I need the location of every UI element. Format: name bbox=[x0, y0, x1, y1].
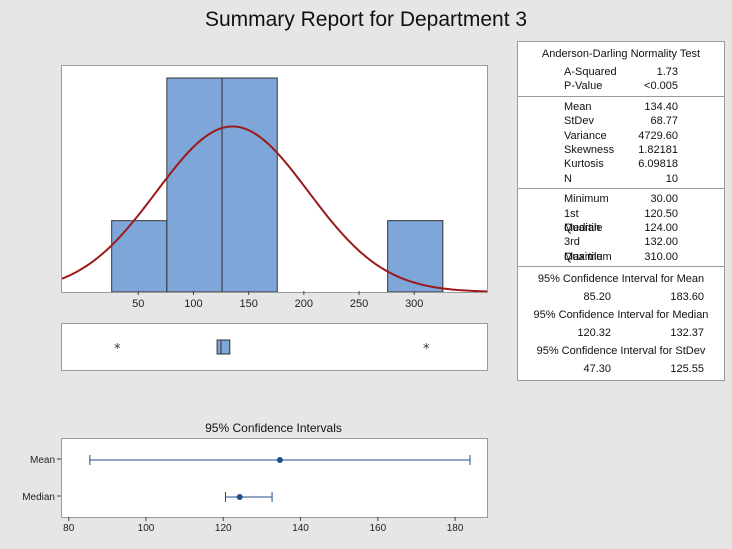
ci-median-title: 95% Confidence Interval for Median bbox=[533, 309, 709, 322]
histogram-x-tick-label: 250 bbox=[350, 298, 368, 310]
ci-x-tick-label: 120 bbox=[215, 523, 232, 534]
ci-category-label: Median bbox=[22, 492, 55, 503]
ci-mean-title: 95% Confidence Interval for Mean bbox=[537, 273, 705, 286]
normality-test-title: Anderson-Darling Normality Test bbox=[541, 48, 701, 60]
stat-row: Minimum 30.00 bbox=[564, 193, 678, 206]
ci-stdev-title: 95% Confidence Interval for StDev bbox=[536, 345, 706, 358]
confidence-intervals-section: 95% Confidence Interval for Mean 85.20 18… bbox=[518, 266, 724, 380]
boxplot-outlier: * bbox=[423, 342, 430, 357]
histogram-x-tick-label: 50 bbox=[132, 298, 144, 310]
stat-row: Kurtosis 6.09818 bbox=[564, 158, 678, 171]
quantiles-section: Minimum 30.00 1st Quartile 120.50 Median 12… bbox=[518, 188, 724, 266]
ci-x-axis: 80 100 120 140 160 180 bbox=[63, 517, 464, 534]
ci-x-tick-label: 160 bbox=[369, 523, 386, 534]
ci-chart-title: 95% Confidence Intervals bbox=[205, 421, 342, 435]
normality-test-section: Anderson-Darling Normality Test A-Square… bbox=[518, 42, 724, 96]
normal-fit-curve bbox=[62, 125, 487, 292]
ci-category-label: Mean bbox=[30, 455, 55, 466]
boxplot-outlier: * bbox=[114, 342, 121, 357]
stat-row: Variance 4729.60 bbox=[564, 129, 678, 142]
stat-row: Maximum 310.00 bbox=[564, 250, 678, 263]
stat-row: Mean 134.40 bbox=[564, 100, 678, 113]
ci-chart-panel bbox=[61, 438, 488, 518]
ci-estimate-point bbox=[276, 457, 283, 463]
stats-table: Anderson-Darling Normality Test A-Square… bbox=[517, 41, 725, 382]
stat-row: Median 124.00 bbox=[564, 221, 678, 234]
boxplot-chart: * * bbox=[114, 339, 430, 357]
boxplot-box bbox=[216, 339, 231, 355]
histogram-bar bbox=[221, 77, 278, 292]
ci-x-tick-label: 100 bbox=[138, 523, 155, 534]
histogram-x-tick-label: 150 bbox=[239, 298, 257, 310]
stat-row: 3rd Quartile 132.00 bbox=[564, 236, 678, 263]
histogram-bar bbox=[111, 220, 168, 292]
boxplot-panel: * * bbox=[61, 323, 488, 371]
histogram-bar bbox=[387, 220, 444, 292]
ci-mean-values: 85.20 183.60 bbox=[583, 291, 704, 304]
report-title: Summary Report for Department 3 bbox=[204, 8, 528, 31]
moments-section: Mean 134.40 StDev 68.77 Variance 4729.60 Sk… bbox=[518, 95, 724, 188]
ci-stdev-values: 47.30 125.55 bbox=[583, 363, 704, 376]
histogram-chart bbox=[62, 77, 487, 292]
stat-row: A-Squared 1.73 bbox=[564, 66, 678, 78]
histogram-x-tick-label: 100 bbox=[184, 298, 202, 310]
stat-row: StDev 68.77 bbox=[564, 115, 678, 128]
ci-estimate-point bbox=[236, 494, 243, 500]
histogram-x-axis: 50 100 150 200 250 300 bbox=[132, 291, 423, 310]
histogram-x-tick-label: 300 bbox=[405, 298, 423, 310]
ci-median-values: 120.32 132.37 bbox=[577, 327, 704, 340]
histogram-bar bbox=[166, 77, 223, 292]
ci-x-tick-label: 80 bbox=[63, 523, 75, 534]
ci-y-axis: Mean Median bbox=[22, 455, 61, 503]
stat-row: 1st Quartile 120.50 bbox=[564, 207, 678, 234]
stat-row: Skewness 1.82181 bbox=[564, 143, 678, 156]
ci-chart bbox=[89, 455, 471, 502]
histogram-panel bbox=[61, 65, 488, 293]
stat-row: P-Value <0.005 bbox=[564, 80, 678, 93]
ci-x-tick-label: 140 bbox=[292, 523, 309, 534]
stat-row: N 10 bbox=[564, 172, 678, 185]
histogram-x-tick-label: 200 bbox=[295, 298, 313, 310]
ci-x-tick-label: 180 bbox=[447, 523, 464, 534]
